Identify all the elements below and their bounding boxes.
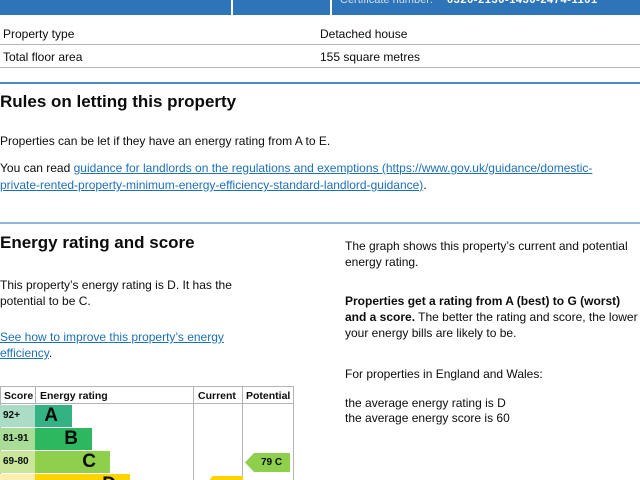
certificate-number-value: 0320-2130-1430-2474-1101 xyxy=(446,0,598,6)
band-bar-b: B xyxy=(35,428,92,450)
section-divider xyxy=(0,222,640,224)
band-letter: D xyxy=(102,474,130,480)
property-type-value: Detached house xyxy=(320,27,408,41)
certificate-number-block: Certificate number: 0320-2130-1430-2474-1… xyxy=(340,0,598,6)
landlord-guidance-paragraph: You can read guidance for landlords on t… xyxy=(0,160,628,194)
table-row: Total floor area 155 square metres xyxy=(0,45,640,68)
average-rating-line: the average energy rating is D xyxy=(345,396,506,410)
chart-border xyxy=(193,387,194,480)
band-letter: B xyxy=(64,428,78,449)
banner-separator xyxy=(231,0,233,15)
potential-rating-arrow: 79 C xyxy=(245,453,290,472)
band-bar-a: A xyxy=(35,405,72,427)
improve-efficiency-paragraph: See how to improve this property’s energ… xyxy=(0,329,258,361)
band-score-range: 55-68 xyxy=(0,474,35,480)
graph-description-text: The graph shows this property’s current … xyxy=(345,239,628,269)
chart-border xyxy=(242,387,243,480)
chart-border xyxy=(35,387,36,404)
band-bar-c: C xyxy=(35,451,110,473)
property-summary-table: Property type Detached house Total floor… xyxy=(0,22,640,68)
energy-rating-heading: Energy rating and score xyxy=(0,233,195,252)
guidance-text-suffix: . xyxy=(423,178,427,192)
floor-area-value: 155 square metres xyxy=(320,50,421,64)
band-score-range: 69-80 xyxy=(0,451,35,473)
current-rating-arrow xyxy=(205,476,243,480)
certificate-banner: Certificate number: 0320-2130-1430-2474-1… xyxy=(0,0,640,15)
rating-explainer-paragraph: Properties get a rating from A (best) to… xyxy=(345,293,638,341)
letting-rules-heading: Rules on letting this property xyxy=(0,92,237,111)
score-column-header: Score xyxy=(4,390,34,402)
banner-separator xyxy=(330,0,332,15)
property-type-label: Property type xyxy=(3,27,75,41)
energy-rating-column-header: Energy rating xyxy=(40,390,108,402)
rating-explainer-bold: Properties get a rating from A (best) to… xyxy=(345,294,621,324)
band-letter: C xyxy=(82,451,96,472)
chart-header-row: Score Energy rating Current Potential xyxy=(0,387,294,404)
band-score-range: 81-91 xyxy=(0,428,35,450)
floor-area-label: Total floor area xyxy=(3,50,83,64)
epc-chart: Score Energy rating Current Potential 92… xyxy=(0,386,294,480)
current-column-header: Current xyxy=(198,390,236,402)
table-row: Property type Detached house xyxy=(0,22,640,45)
certificate-number-label: Certificate number: xyxy=(340,0,433,6)
improve-suffix: . xyxy=(48,346,53,360)
band-bar-d: D xyxy=(35,474,130,480)
guidance-text-prefix: You can read xyxy=(0,161,74,175)
letting-rules-text: Properties can be let if they have an en… xyxy=(0,134,331,148)
band-score-range: 92+ xyxy=(0,405,35,427)
average-score-line: the average energy score is 60 xyxy=(345,411,510,425)
band-letter: A xyxy=(44,405,58,426)
chart-border xyxy=(293,387,294,480)
england-wales-text: For properties in England and Wales: xyxy=(345,367,543,381)
improve-efficiency-link[interactable]: See how to improve this property’s energ… xyxy=(0,330,224,360)
banner-background xyxy=(0,0,640,15)
potential-column-header: Potential xyxy=(246,390,291,402)
landlord-guidance-link[interactable]: guidance for landlords on the regulation… xyxy=(0,161,593,192)
rating-explainer-rest: The better the rating and score, the low… xyxy=(345,310,638,340)
rating-summary-text: This property’s energy rating is D. It h… xyxy=(0,278,232,308)
section-divider xyxy=(0,82,640,84)
